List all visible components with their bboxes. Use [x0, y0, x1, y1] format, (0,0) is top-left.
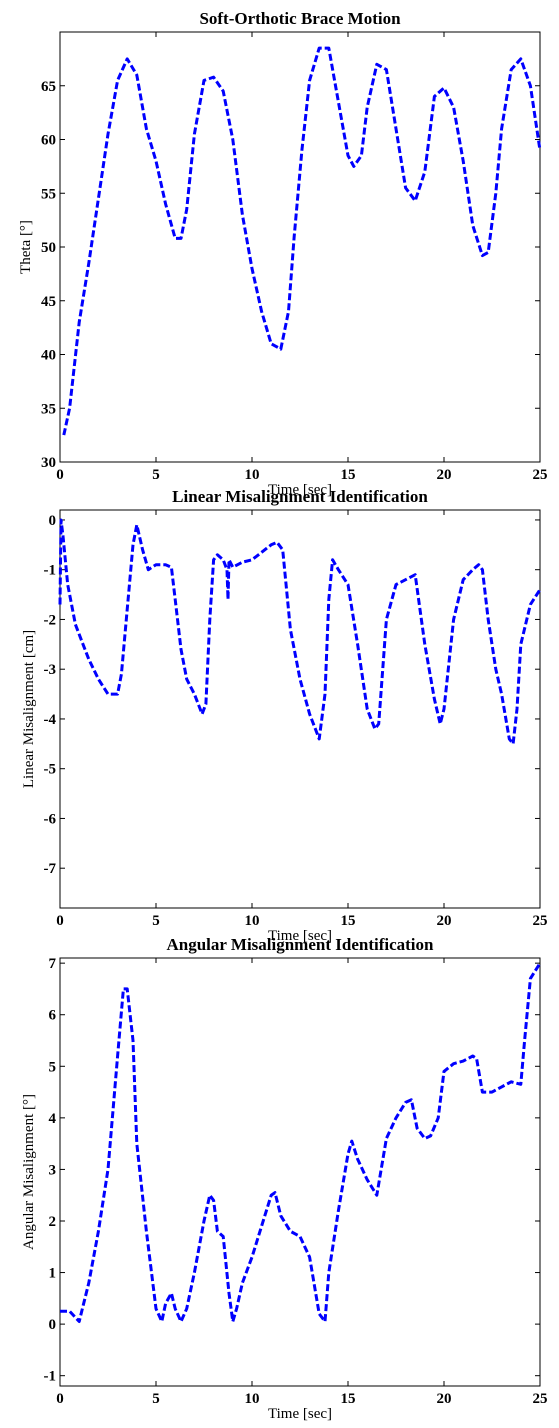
x-tick-label: 5 [152, 913, 160, 929]
y-tick-label: 7 [49, 956, 57, 972]
y-axis-label: Theta [°] [18, 220, 34, 274]
y-tick-label: 3 [49, 1162, 57, 1178]
y-tick-label: -6 [44, 811, 57, 827]
axes-box [59, 31, 541, 463]
axes-box [59, 509, 541, 909]
series-line-1 [58, 518, 542, 746]
y-tick-label: -1 [44, 563, 57, 579]
y-tick-label: 6 [49, 1008, 57, 1024]
x-tick-label: 20 [437, 1391, 452, 1407]
x-tick-label: 0 [56, 467, 64, 483]
y-tick-label: -5 [44, 762, 57, 778]
y-tick-label: -7 [44, 861, 57, 877]
chart-title: Angular Misalignment Identification [167, 935, 435, 954]
y-tick-label: 60 [41, 133, 56, 149]
x-tick-label: 10 [245, 467, 260, 483]
x-tick-label: 0 [56, 913, 64, 929]
y-tick-label: 4 [49, 1111, 57, 1127]
x-tick-label: 15 [341, 913, 356, 929]
axes-box [59, 957, 541, 1387]
x-tick-label: 15 [341, 467, 356, 483]
y-tick-label: -1 [44, 1369, 57, 1385]
y-tick-label: 50 [41, 240, 56, 256]
y-tick-label: 0 [49, 513, 57, 529]
x-tick-label: 5 [152, 467, 160, 483]
y-tick-label: 1 [49, 1266, 57, 1282]
y-tick-label: 55 [41, 186, 56, 202]
y-tick-label: 2 [49, 1214, 57, 1230]
y-tick-label: 0 [49, 1317, 57, 1333]
y-tick-label: 40 [41, 348, 56, 364]
x-tick-label: 25 [533, 1391, 548, 1407]
chart-panel-1: Soft-Orthotic Brace Motion 0 5 10 15 20 25 30 35… [18, 9, 548, 498]
y-tick-label: 30 [41, 455, 56, 471]
x-tick-label: 0 [56, 1391, 64, 1407]
y-tick-label: 5 [49, 1059, 57, 1075]
x-tick-label: 25 [533, 913, 548, 929]
y-tick-label: -4 [44, 712, 57, 728]
chart-panel-2: Linear Misalignment Identification 0 5 10 15… [21, 487, 548, 944]
x-axis-label: Time [sec] [268, 482, 332, 498]
y-tick-label: -3 [44, 662, 57, 678]
series-line-1 [60, 962, 542, 1323]
x-tick-label: 5 [152, 1391, 160, 1407]
chart-title: Soft-Orthotic Brace Motion [199, 9, 401, 28]
x-tick-label: 10 [245, 913, 260, 929]
x-tick-label: 20 [437, 467, 452, 483]
x-tick-label: 15 [341, 1391, 356, 1407]
y-tick-label: 45 [41, 294, 56, 310]
x-tick-label: 25 [533, 467, 548, 483]
x-axis-label: Time [sec] [268, 1406, 332, 1422]
y-tick-label: 65 [41, 79, 56, 95]
x-axis-label: Time [sec] [268, 928, 332, 944]
x-tick-label: 10 [245, 1391, 260, 1407]
x-tick-label: 20 [437, 913, 452, 929]
chart-title: Linear Misalignment Identification [172, 487, 428, 506]
y-axis-label: Linear Misalignment [cm] [21, 630, 37, 788]
y-axis-label: Angular Misalignment [°] [21, 1094, 37, 1250]
y-tick-label: -2 [44, 612, 57, 628]
y-tick-label: 35 [41, 401, 56, 417]
series-line-1 [62, 46, 542, 436]
